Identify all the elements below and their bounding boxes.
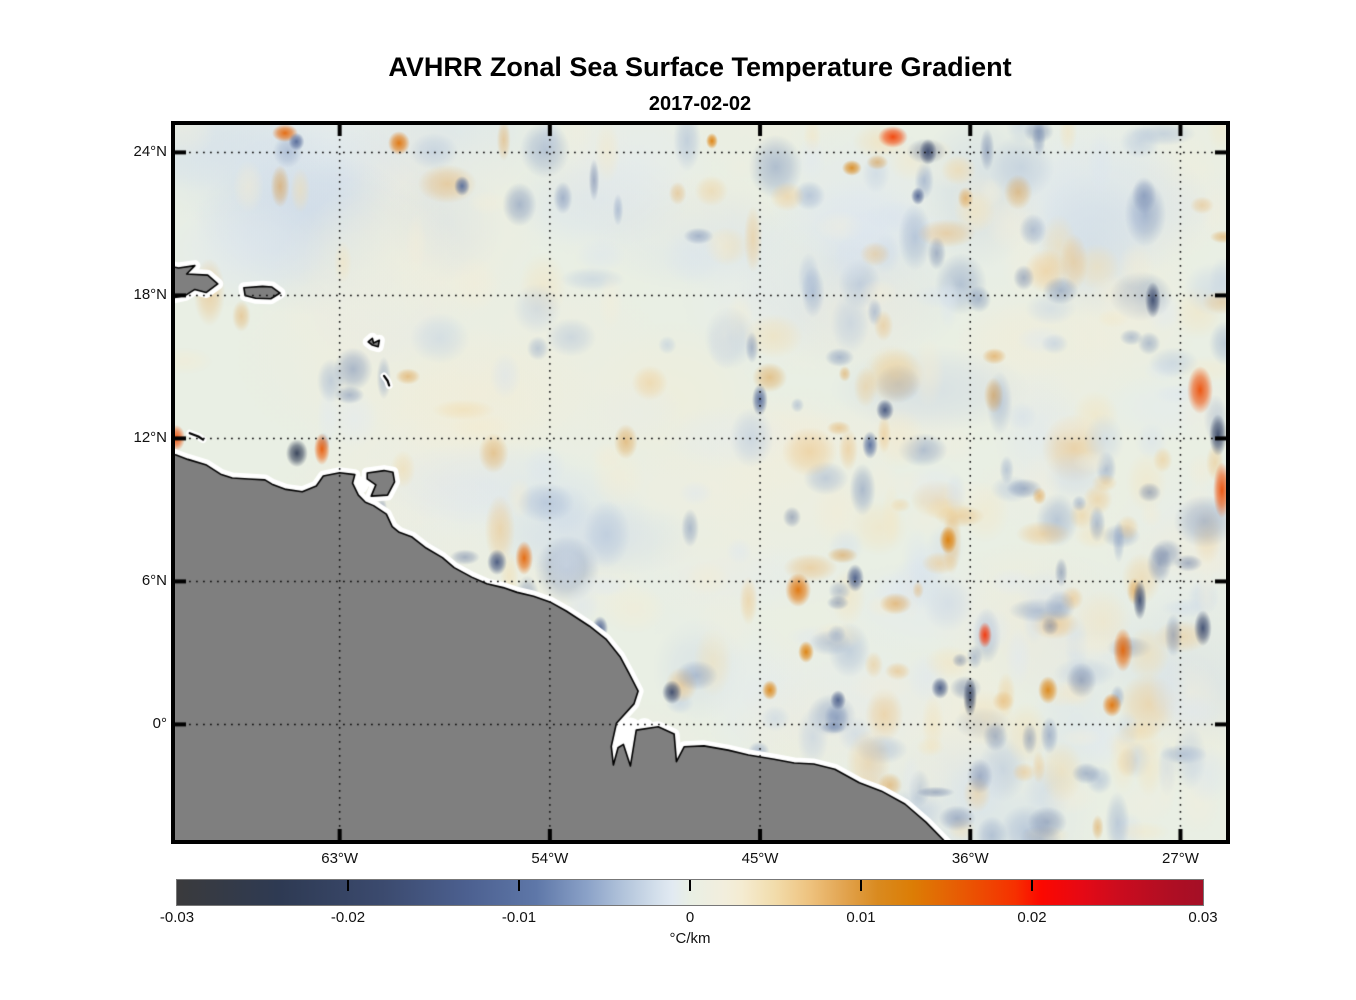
colorbar-tick-label: -0.01 bbox=[501, 909, 537, 926]
colorbar-unit-label: °C/km bbox=[669, 930, 711, 947]
y-tick-label: 24°N bbox=[133, 143, 167, 161]
colorbar-tick-label: 0 bbox=[685, 909, 695, 926]
colorbar-tick bbox=[860, 880, 862, 891]
figure-title: AVHRR Zonal Sea Surface Temperature Grad… bbox=[388, 52, 1012, 82]
colorbar-tick-label: 0.02 bbox=[1017, 909, 1047, 926]
map-plot-frame bbox=[171, 121, 1230, 844]
x-tick-label: 63°W bbox=[321, 850, 359, 867]
x-tick-label: 36°W bbox=[951, 850, 989, 867]
y-tick-label: 6°N bbox=[141, 572, 167, 590]
x-tick-label: 45°W bbox=[741, 850, 779, 867]
colorbar bbox=[176, 879, 1204, 906]
y-tick-label: 18°N bbox=[133, 286, 167, 304]
colorbar-tick bbox=[518, 880, 520, 891]
sst-gradient-map-canvas bbox=[175, 125, 1226, 840]
colorbar-tick-label: 0.01 bbox=[846, 909, 876, 926]
colorbar-tick bbox=[689, 880, 691, 891]
y-tick-label: 0° bbox=[152, 715, 167, 733]
colorbar-tick-label: -0.02 bbox=[330, 909, 366, 926]
colorbar-tick bbox=[1031, 880, 1033, 891]
colorbar-tick-label: -0.03 bbox=[159, 909, 195, 926]
colorbar-tick bbox=[347, 880, 349, 891]
y-tick-label: 12°N bbox=[133, 429, 167, 447]
figure-subtitle: 2017-02-02 bbox=[648, 93, 752, 115]
x-tick-label: 27°W bbox=[1162, 850, 1199, 867]
x-tick-label: 54°W bbox=[531, 850, 569, 867]
colorbar-tick-label: 0.03 bbox=[1188, 909, 1218, 926]
